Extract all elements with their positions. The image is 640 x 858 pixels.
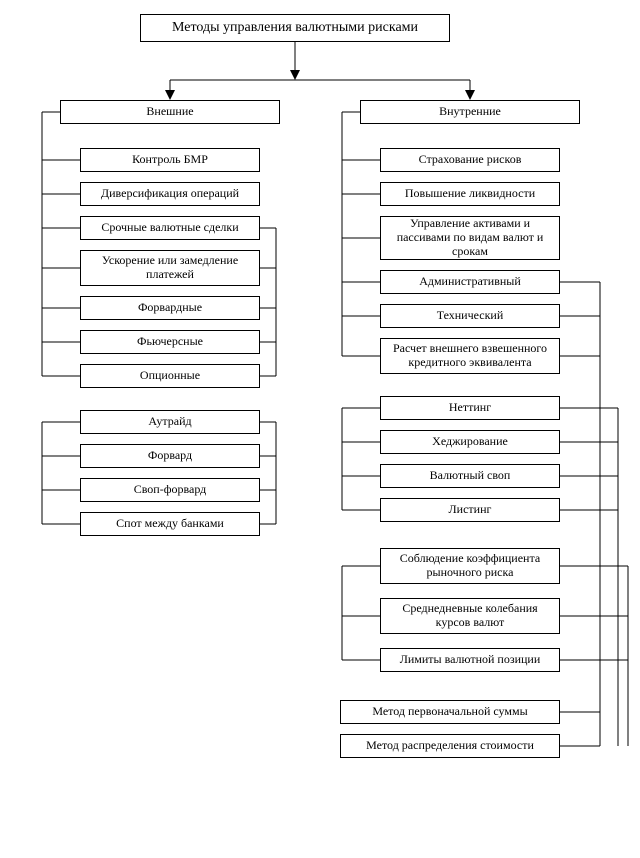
left-node: Своп-форвард xyxy=(80,478,260,502)
left-header: Внешние xyxy=(60,100,280,124)
left-node: Спот между банками xyxy=(80,512,260,536)
left-node: Срочные валютные сделки xyxy=(80,216,260,240)
right-node: Метод первоначальной суммы xyxy=(340,700,560,724)
left-node: Форвард xyxy=(80,444,260,468)
right-node: Технический xyxy=(380,304,560,328)
left-node: Опционные xyxy=(80,364,260,388)
left-node: Ускорение или замедление платежей xyxy=(80,250,260,286)
right-node: Хеджирование xyxy=(380,430,560,454)
left-node: Диверсификация операций xyxy=(80,182,260,206)
root-title: Методы управления валютными рисками xyxy=(140,14,450,42)
left-node: Фьючерсные xyxy=(80,330,260,354)
right-node: Валютный своп xyxy=(380,464,560,488)
right-node: Расчет внешнего взвешенного кредитного э… xyxy=(380,338,560,374)
right-node: Повышение ликвидности xyxy=(380,182,560,206)
right-node: Листинг xyxy=(380,498,560,522)
left-node: Форвардные xyxy=(80,296,260,320)
right-node: Соблюдение коэффициента рыночного риска xyxy=(380,548,560,584)
right-node: Страхование рисков xyxy=(380,148,560,172)
right-node: Неттинг xyxy=(380,396,560,420)
left-node: Аутрайд xyxy=(80,410,260,434)
left-node: Контроль БМР xyxy=(80,148,260,172)
right-node: Управление активами и пассивами по видам… xyxy=(380,216,560,260)
right-node: Лимиты валютной позиции xyxy=(380,648,560,672)
right-header: Внутренние xyxy=(360,100,580,124)
right-node: Метод распределения стоимости xyxy=(340,734,560,758)
right-node: Среднедневные колебания курсов валют xyxy=(380,598,560,634)
right-node: Административный xyxy=(380,270,560,294)
